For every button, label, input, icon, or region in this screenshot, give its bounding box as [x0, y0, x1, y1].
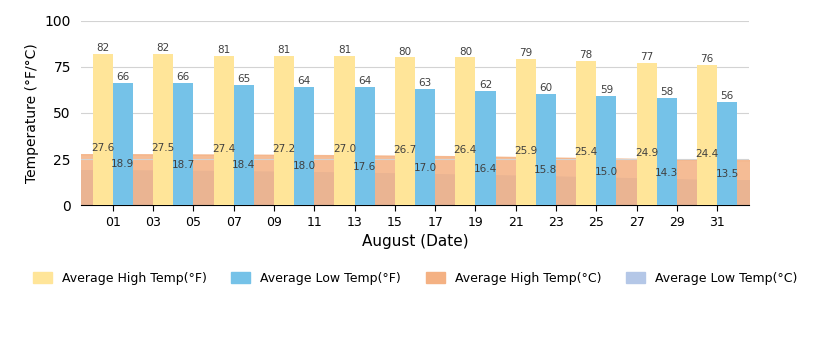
- Legend: Average High Temp(°F), Average Low Temp(°F), Average High Temp(°C), Average Low : Average High Temp(°F), Average Low Temp(…: [27, 267, 803, 290]
- Text: 27.6: 27.6: [91, 143, 115, 153]
- Text: 60: 60: [540, 84, 553, 93]
- Bar: [354, 87, 374, 205]
- Text: 25.4: 25.4: [574, 147, 598, 157]
- Text: 18.7: 18.7: [172, 160, 195, 170]
- Text: 66: 66: [177, 72, 190, 83]
- Text: 24.4: 24.4: [696, 149, 719, 159]
- Bar: [173, 83, 193, 205]
- Text: 17.6: 17.6: [353, 162, 376, 172]
- Text: 17.0: 17.0: [413, 163, 437, 173]
- Text: 13.5: 13.5: [715, 169, 739, 179]
- Text: 24.9: 24.9: [635, 148, 658, 158]
- Text: 64: 64: [358, 76, 371, 86]
- Text: 65: 65: [237, 74, 251, 84]
- Text: 77: 77: [640, 52, 653, 62]
- Bar: [456, 58, 476, 205]
- X-axis label: August (Date): August (Date): [362, 234, 468, 249]
- Text: 56: 56: [720, 91, 734, 101]
- Bar: [415, 89, 435, 205]
- Text: 81: 81: [338, 45, 351, 55]
- Text: 15.8: 15.8: [535, 165, 558, 175]
- Text: 76: 76: [701, 54, 714, 64]
- Text: 59: 59: [600, 85, 613, 95]
- Y-axis label: Temperature (°F/°C): Temperature (°F/°C): [25, 43, 39, 183]
- Text: 81: 81: [217, 45, 230, 55]
- Text: 80: 80: [459, 46, 472, 56]
- Text: 64: 64: [298, 76, 311, 86]
- Text: 79: 79: [519, 49, 532, 58]
- Text: 18.4: 18.4: [232, 160, 256, 170]
- Text: 16.4: 16.4: [474, 164, 497, 174]
- Bar: [234, 85, 254, 205]
- Text: 82: 82: [96, 43, 110, 53]
- Bar: [536, 94, 556, 205]
- Text: 27.2: 27.2: [272, 144, 295, 154]
- Bar: [294, 87, 315, 205]
- Bar: [93, 54, 113, 205]
- Text: 62: 62: [479, 80, 492, 90]
- Text: 26.4: 26.4: [454, 146, 477, 156]
- Text: 82: 82: [157, 43, 170, 53]
- Bar: [637, 63, 657, 205]
- Bar: [515, 59, 536, 205]
- Bar: [476, 90, 496, 205]
- Bar: [596, 96, 617, 205]
- Bar: [395, 58, 415, 205]
- Text: 27.4: 27.4: [212, 144, 235, 153]
- Text: 18.0: 18.0: [293, 161, 315, 171]
- Text: 66: 66: [116, 72, 129, 83]
- Text: 27.0: 27.0: [333, 144, 356, 154]
- Text: 78: 78: [579, 50, 593, 60]
- Bar: [576, 61, 596, 205]
- Text: 80: 80: [398, 46, 412, 56]
- Text: 18.9: 18.9: [111, 159, 134, 169]
- Bar: [213, 56, 234, 205]
- Text: 81: 81: [277, 45, 290, 55]
- Bar: [113, 83, 133, 205]
- Bar: [697, 65, 717, 205]
- Bar: [717, 102, 737, 205]
- Text: 58: 58: [660, 87, 673, 97]
- Text: 27.5: 27.5: [152, 143, 175, 153]
- Bar: [657, 98, 676, 205]
- Text: 25.9: 25.9: [514, 146, 537, 156]
- Bar: [274, 56, 294, 205]
- Text: 15.0: 15.0: [595, 167, 618, 177]
- Bar: [334, 56, 354, 205]
- Text: 63: 63: [418, 78, 432, 88]
- Text: 14.3: 14.3: [655, 168, 678, 178]
- Bar: [154, 54, 173, 205]
- Text: 26.7: 26.7: [393, 145, 417, 155]
